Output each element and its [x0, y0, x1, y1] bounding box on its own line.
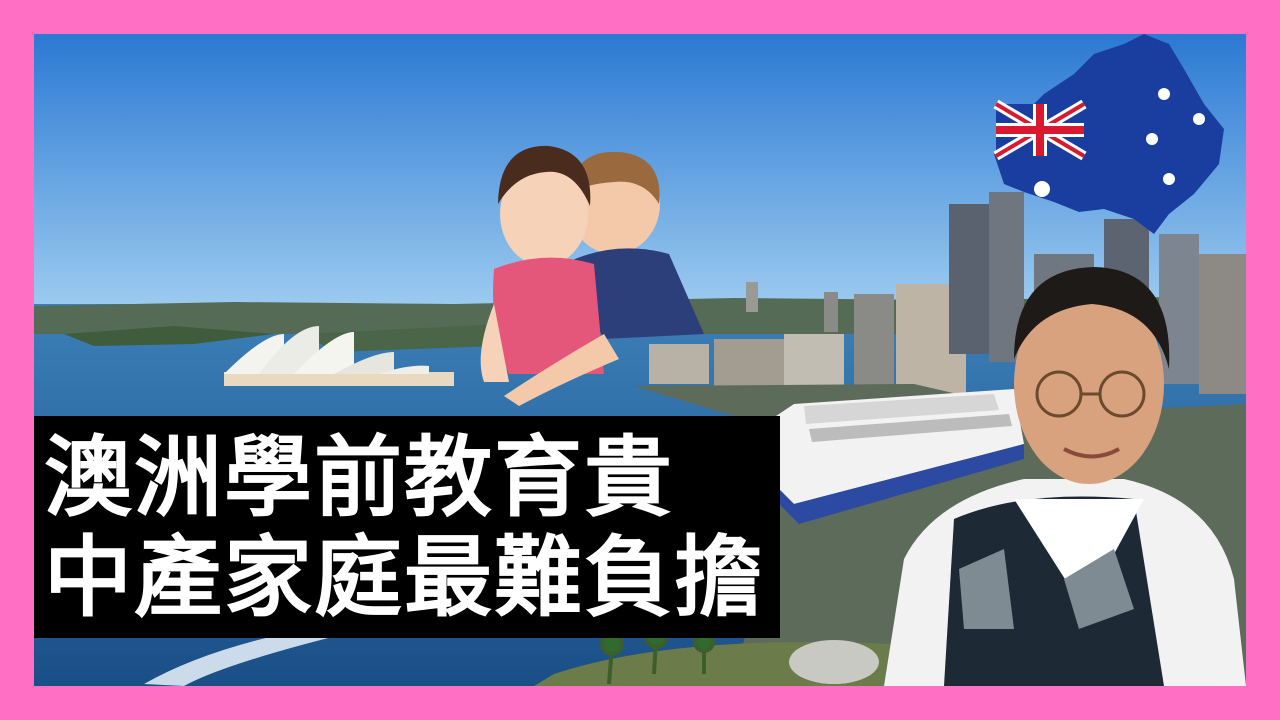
cruise-ship: [734, 389, 1024, 524]
headline-banner: 澳洲學前教育貴 中產家庭最難負擔: [34, 416, 781, 638]
headline-line-1: 澳洲學前教育貴: [44, 426, 675, 529]
man-portrait: [884, 267, 1246, 686]
children-photo: [480, 145, 704, 406]
opera-house: [224, 326, 454, 386]
union-jack-icon: [993, 99, 1087, 161]
headline-line-2: 中產家庭最難負擔: [44, 526, 765, 629]
southern-cross-stars-icon: [1034, 88, 1205, 197]
thumbnail-scene: 澳洲學前教育貴 中產家庭最難負擔: [34, 34, 1246, 686]
australia-flag-map-icon: [993, 34, 1224, 234]
